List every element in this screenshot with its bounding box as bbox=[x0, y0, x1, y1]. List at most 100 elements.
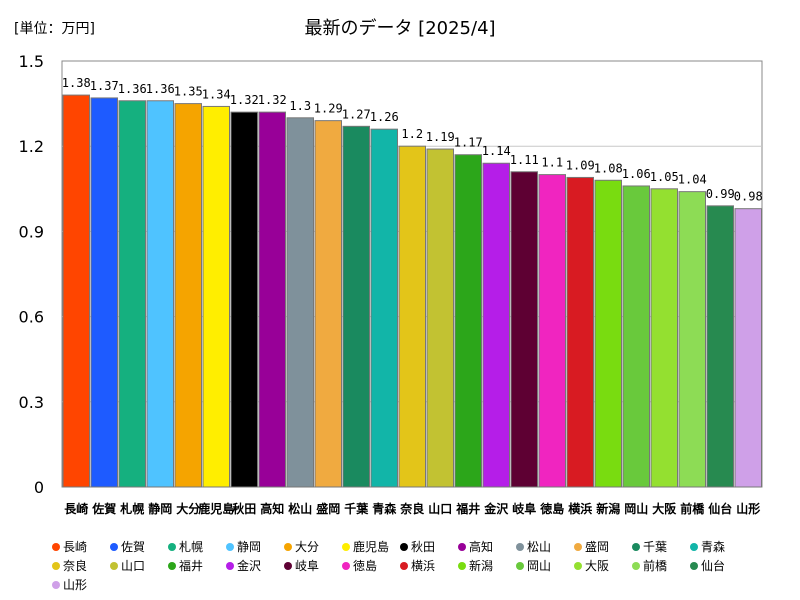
legend-label: 福井 bbox=[179, 559, 204, 573]
legend-swatch bbox=[574, 562, 582, 570]
x-tick-label: 千葉 bbox=[344, 501, 369, 516]
legend-label: 鹿児島 bbox=[353, 540, 390, 554]
bar bbox=[398, 145, 426, 488]
data-label: 1.38 bbox=[62, 76, 91, 90]
bar bbox=[706, 205, 734, 488]
bar bbox=[146, 100, 174, 488]
data-label: 1.05 bbox=[650, 170, 679, 184]
y-tick-label: 1.5 bbox=[19, 52, 44, 71]
legend-swatch bbox=[52, 581, 60, 589]
legend-label: 新潟 bbox=[469, 559, 494, 573]
x-tick-label: 静岡 bbox=[148, 501, 172, 516]
bar bbox=[314, 120, 342, 488]
x-tick-label: 奈良 bbox=[399, 501, 424, 516]
y-tick-label: 0.9 bbox=[19, 222, 44, 241]
legend-item: 松山 bbox=[516, 538, 574, 557]
x-tick-label: 大阪 bbox=[652, 501, 677, 516]
legend-item: 福井 bbox=[168, 557, 226, 576]
legend-label: 岐阜 bbox=[295, 559, 320, 573]
x-tick-label: 山口 bbox=[428, 501, 452, 516]
legend-label: 松山 bbox=[527, 540, 552, 554]
data-label: 1.14 bbox=[482, 144, 511, 158]
bar bbox=[202, 105, 230, 488]
legend-swatch bbox=[342, 562, 350, 570]
data-label: 1.11 bbox=[510, 153, 539, 167]
legend-label: 岡山 bbox=[527, 559, 552, 573]
legend-item: 高知 bbox=[458, 538, 516, 557]
x-tick-label: 徳島 bbox=[539, 501, 564, 516]
data-label: 1.32 bbox=[258, 93, 287, 107]
data-label: 1.19 bbox=[426, 130, 455, 144]
legend-label: 大阪 bbox=[585, 559, 610, 573]
legend-label: 山形 bbox=[63, 578, 88, 592]
x-tick-label: 長崎 bbox=[64, 501, 88, 516]
legend-swatch bbox=[342, 543, 350, 551]
x-tick-label: 松山 bbox=[288, 501, 312, 516]
y-tick-label: 0 bbox=[34, 478, 44, 497]
bar bbox=[174, 103, 202, 488]
bar bbox=[230, 111, 258, 488]
x-tick-label: 福井 bbox=[455, 501, 480, 516]
legend-swatch bbox=[168, 562, 176, 570]
bar bbox=[566, 176, 594, 488]
x-tick-label: 岡山 bbox=[624, 501, 648, 516]
legend-label: 金沢 bbox=[237, 559, 262, 573]
x-tick-label: 横浜 bbox=[568, 501, 592, 516]
legend-swatch bbox=[284, 543, 292, 551]
bar bbox=[678, 191, 706, 488]
legend-label: 盛岡 bbox=[585, 540, 610, 554]
bar bbox=[622, 185, 650, 488]
bar bbox=[454, 154, 482, 488]
legend-item: 岐阜 bbox=[284, 557, 342, 576]
legend-label: 奈良 bbox=[63, 559, 88, 573]
legend-label: 仙台 bbox=[701, 559, 726, 573]
legend-label: 秋田 bbox=[411, 540, 436, 554]
legend-label: 山口 bbox=[121, 559, 146, 573]
legend-label: 長崎 bbox=[63, 540, 88, 554]
legend-swatch bbox=[400, 562, 408, 570]
legend-swatch bbox=[284, 562, 292, 570]
x-tick-label: 前橋 bbox=[680, 501, 705, 516]
legend-swatch bbox=[226, 543, 234, 551]
legend-item: 横浜 bbox=[400, 557, 458, 576]
x-tick-label: 鹿児島 bbox=[198, 501, 234, 516]
legend-label: 千葉 bbox=[643, 540, 668, 554]
x-tick-label: 金沢 bbox=[483, 501, 509, 516]
x-tick-label: 新潟 bbox=[596, 501, 620, 516]
legend-item: 佐賀 bbox=[110, 538, 168, 557]
data-label: 1.36 bbox=[146, 82, 175, 96]
data-label: 1.09 bbox=[566, 158, 595, 172]
legend-swatch bbox=[168, 543, 176, 551]
legend-item: 千葉 bbox=[632, 538, 690, 557]
y-tick-label: 1.2 bbox=[19, 137, 44, 156]
legend-label: 前橋 bbox=[643, 559, 668, 573]
legend-label: 札幌 bbox=[179, 540, 204, 554]
x-tick-label: 秋田 bbox=[232, 501, 256, 516]
data-label: 0.98 bbox=[734, 190, 763, 204]
legend-swatch bbox=[690, 562, 698, 570]
x-tick-label: 山形 bbox=[736, 501, 760, 516]
legend-label: 青森 bbox=[701, 540, 726, 554]
x-tick-label: 高知 bbox=[260, 501, 284, 516]
data-label: 1.06 bbox=[622, 167, 651, 181]
legend-swatch bbox=[52, 562, 60, 570]
legend-item: 徳島 bbox=[342, 557, 400, 576]
legend-swatch bbox=[574, 543, 582, 551]
bar bbox=[342, 125, 370, 488]
legend-item: 奈良 bbox=[52, 557, 110, 576]
bar bbox=[594, 179, 622, 488]
bar bbox=[286, 117, 314, 488]
legend-label: 佐賀 bbox=[121, 540, 146, 554]
y-tick-label: 0.3 bbox=[19, 393, 44, 412]
legend-item: 長崎 bbox=[52, 538, 110, 557]
legend-swatch bbox=[516, 543, 524, 551]
legend-label: 横浜 bbox=[411, 559, 436, 573]
legend-item: 鹿児島 bbox=[342, 538, 400, 557]
data-label: 1.29 bbox=[314, 102, 343, 116]
data-label: 1.04 bbox=[678, 173, 707, 187]
legend-item: 大分 bbox=[284, 538, 342, 557]
legend-item: 前橋 bbox=[632, 557, 690, 576]
legend-item: 盛岡 bbox=[574, 538, 632, 557]
legend-item: 青森 bbox=[690, 538, 748, 557]
legend-label: 大分 bbox=[295, 540, 320, 554]
